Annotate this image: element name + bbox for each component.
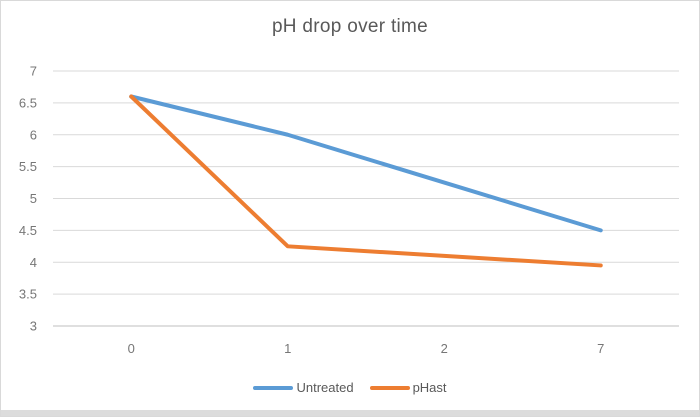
y-tick-label: 4.5 (19, 223, 37, 238)
x-tick-label: 0 (128, 341, 135, 356)
legend-item-phast[interactable]: pHast (369, 380, 447, 395)
y-tick-label: 4 (30, 255, 37, 270)
legend-marker-phast-icon (369, 385, 410, 390)
y-tick-label: 5.5 (19, 159, 37, 174)
series-line-untreated[interactable] (129, 94, 603, 233)
window-bottom-edge (1, 410, 699, 416)
y-tick-label: 6 (30, 127, 37, 142)
legend: Untreated pHast (1, 380, 699, 395)
legend-label-phast: pHast (412, 380, 447, 395)
x-tick-label: 2 (441, 341, 448, 356)
y-tick-label: 3 (30, 319, 37, 334)
legend-marker-untreated-icon (253, 385, 294, 390)
chart-title: pH drop over time (271, 16, 429, 37)
x-tick-label: 7 (597, 341, 604, 356)
y-tick-label: 6.5 (19, 95, 37, 110)
x-tick-label: 1 (284, 341, 291, 356)
legend-label-untreated: Untreated (296, 380, 354, 395)
legend-item-untreated[interactable]: Untreated (253, 380, 354, 395)
y-tick-label: 3.5 (19, 287, 37, 302)
y-tick-label: 5 (30, 191, 37, 206)
y-tick-label: 7 (30, 64, 37, 79)
series-line-phast[interactable] (129, 94, 603, 268)
